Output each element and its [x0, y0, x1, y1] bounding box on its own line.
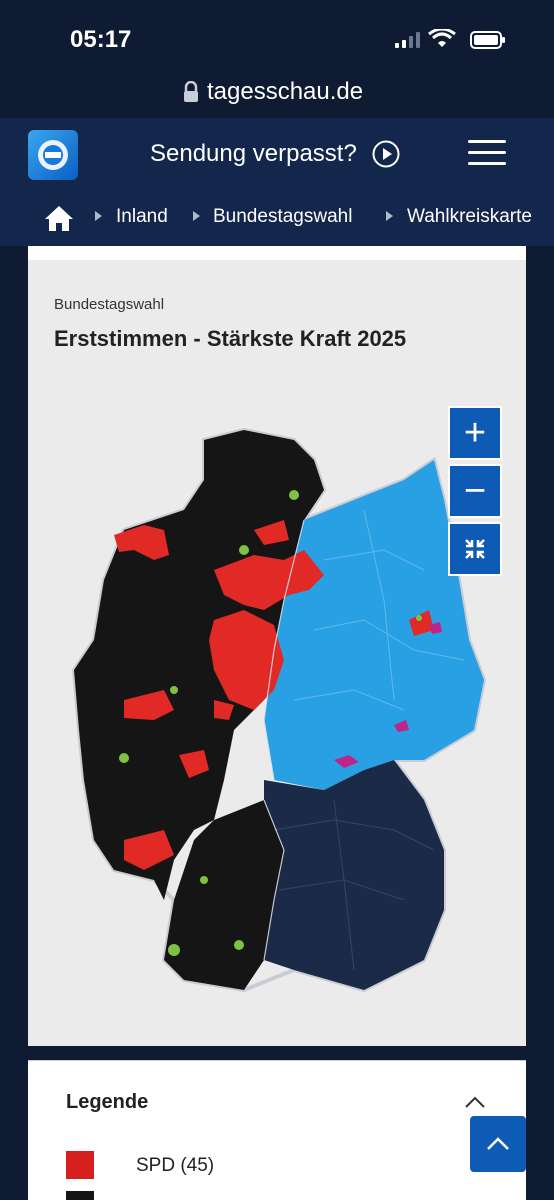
signal-icon: [395, 32, 420, 48]
legend-swatch-cdu: [66, 1191, 94, 1200]
zoom-out-label: −: [463, 469, 487, 512]
reset-zoom-button[interactable]: [448, 522, 502, 576]
breadcrumb-bundestagswahl[interactable]: Bundestagswahl: [213, 206, 353, 227]
site-header: Sendung verpasst?: [0, 118, 554, 190]
status-time: 05:17: [70, 26, 132, 53]
card-title: Erststimmen - Stärkste Kraft 2025: [54, 326, 407, 351]
tagesschau-logo[interactable]: [28, 130, 78, 180]
breadcrumb: Inland Bundestagswahl Wahlkreiskarte: [0, 190, 554, 246]
csu-region[interactable]: [264, 760, 444, 990]
cdu-region-bw[interactable]: [164, 800, 284, 990]
zoom-in-label: +: [463, 411, 487, 454]
scroll-to-top-button[interactable]: [470, 1116, 526, 1172]
zoom-out-button[interactable]: −: [448, 464, 502, 518]
lock-icon: [184, 81, 198, 102]
address-bar[interactable]: tagesschau.de: [0, 78, 554, 118]
legend-title: Legende: [66, 1091, 149, 1113]
breadcrumb-wahlkreiskarte[interactable]: Wahlkreiskarte: [407, 206, 532, 227]
url-text: tagesschau.de: [207, 78, 364, 105]
menu-icon[interactable]: [468, 140, 506, 166]
reset-zoom-icon: [465, 539, 485, 559]
afd-region[interactable]: [264, 460, 484, 790]
spd-regions[interactable]: [114, 520, 434, 870]
gruene-regions[interactable]: [119, 490, 422, 956]
play-icon[interactable]: [372, 140, 400, 168]
breadcrumb-inland[interactable]: Inland: [116, 206, 168, 227]
linke-regions[interactable]: [334, 622, 442, 768]
legend-panel: Legende SPD (45): [28, 1060, 526, 1200]
legend-label-spd: SPD (45): [136, 1155, 215, 1176]
map-card: Bundestagswahl Erststimmen - Stärkste Kr…: [28, 246, 526, 1046]
chevron-up-icon[interactable]: [464, 1095, 486, 1109]
globe-logo-icon: [38, 140, 68, 170]
zoom-in-button[interactable]: +: [448, 406, 502, 460]
wifi-icon: [428, 29, 456, 47]
sendung-verpasst-link[interactable]: Sendung verpasst?: [150, 140, 357, 167]
card-kicker: Bundestagswahl: [54, 296, 165, 313]
battery-icon: [470, 31, 505, 49]
legend-swatch-spd: [66, 1151, 94, 1179]
arrow-up-icon: [487, 1137, 509, 1150]
germany-constituency-map[interactable]: [64, 400, 504, 1020]
home-icon[interactable]: [44, 204, 74, 232]
status-bar: 05:17: [0, 0, 554, 78]
